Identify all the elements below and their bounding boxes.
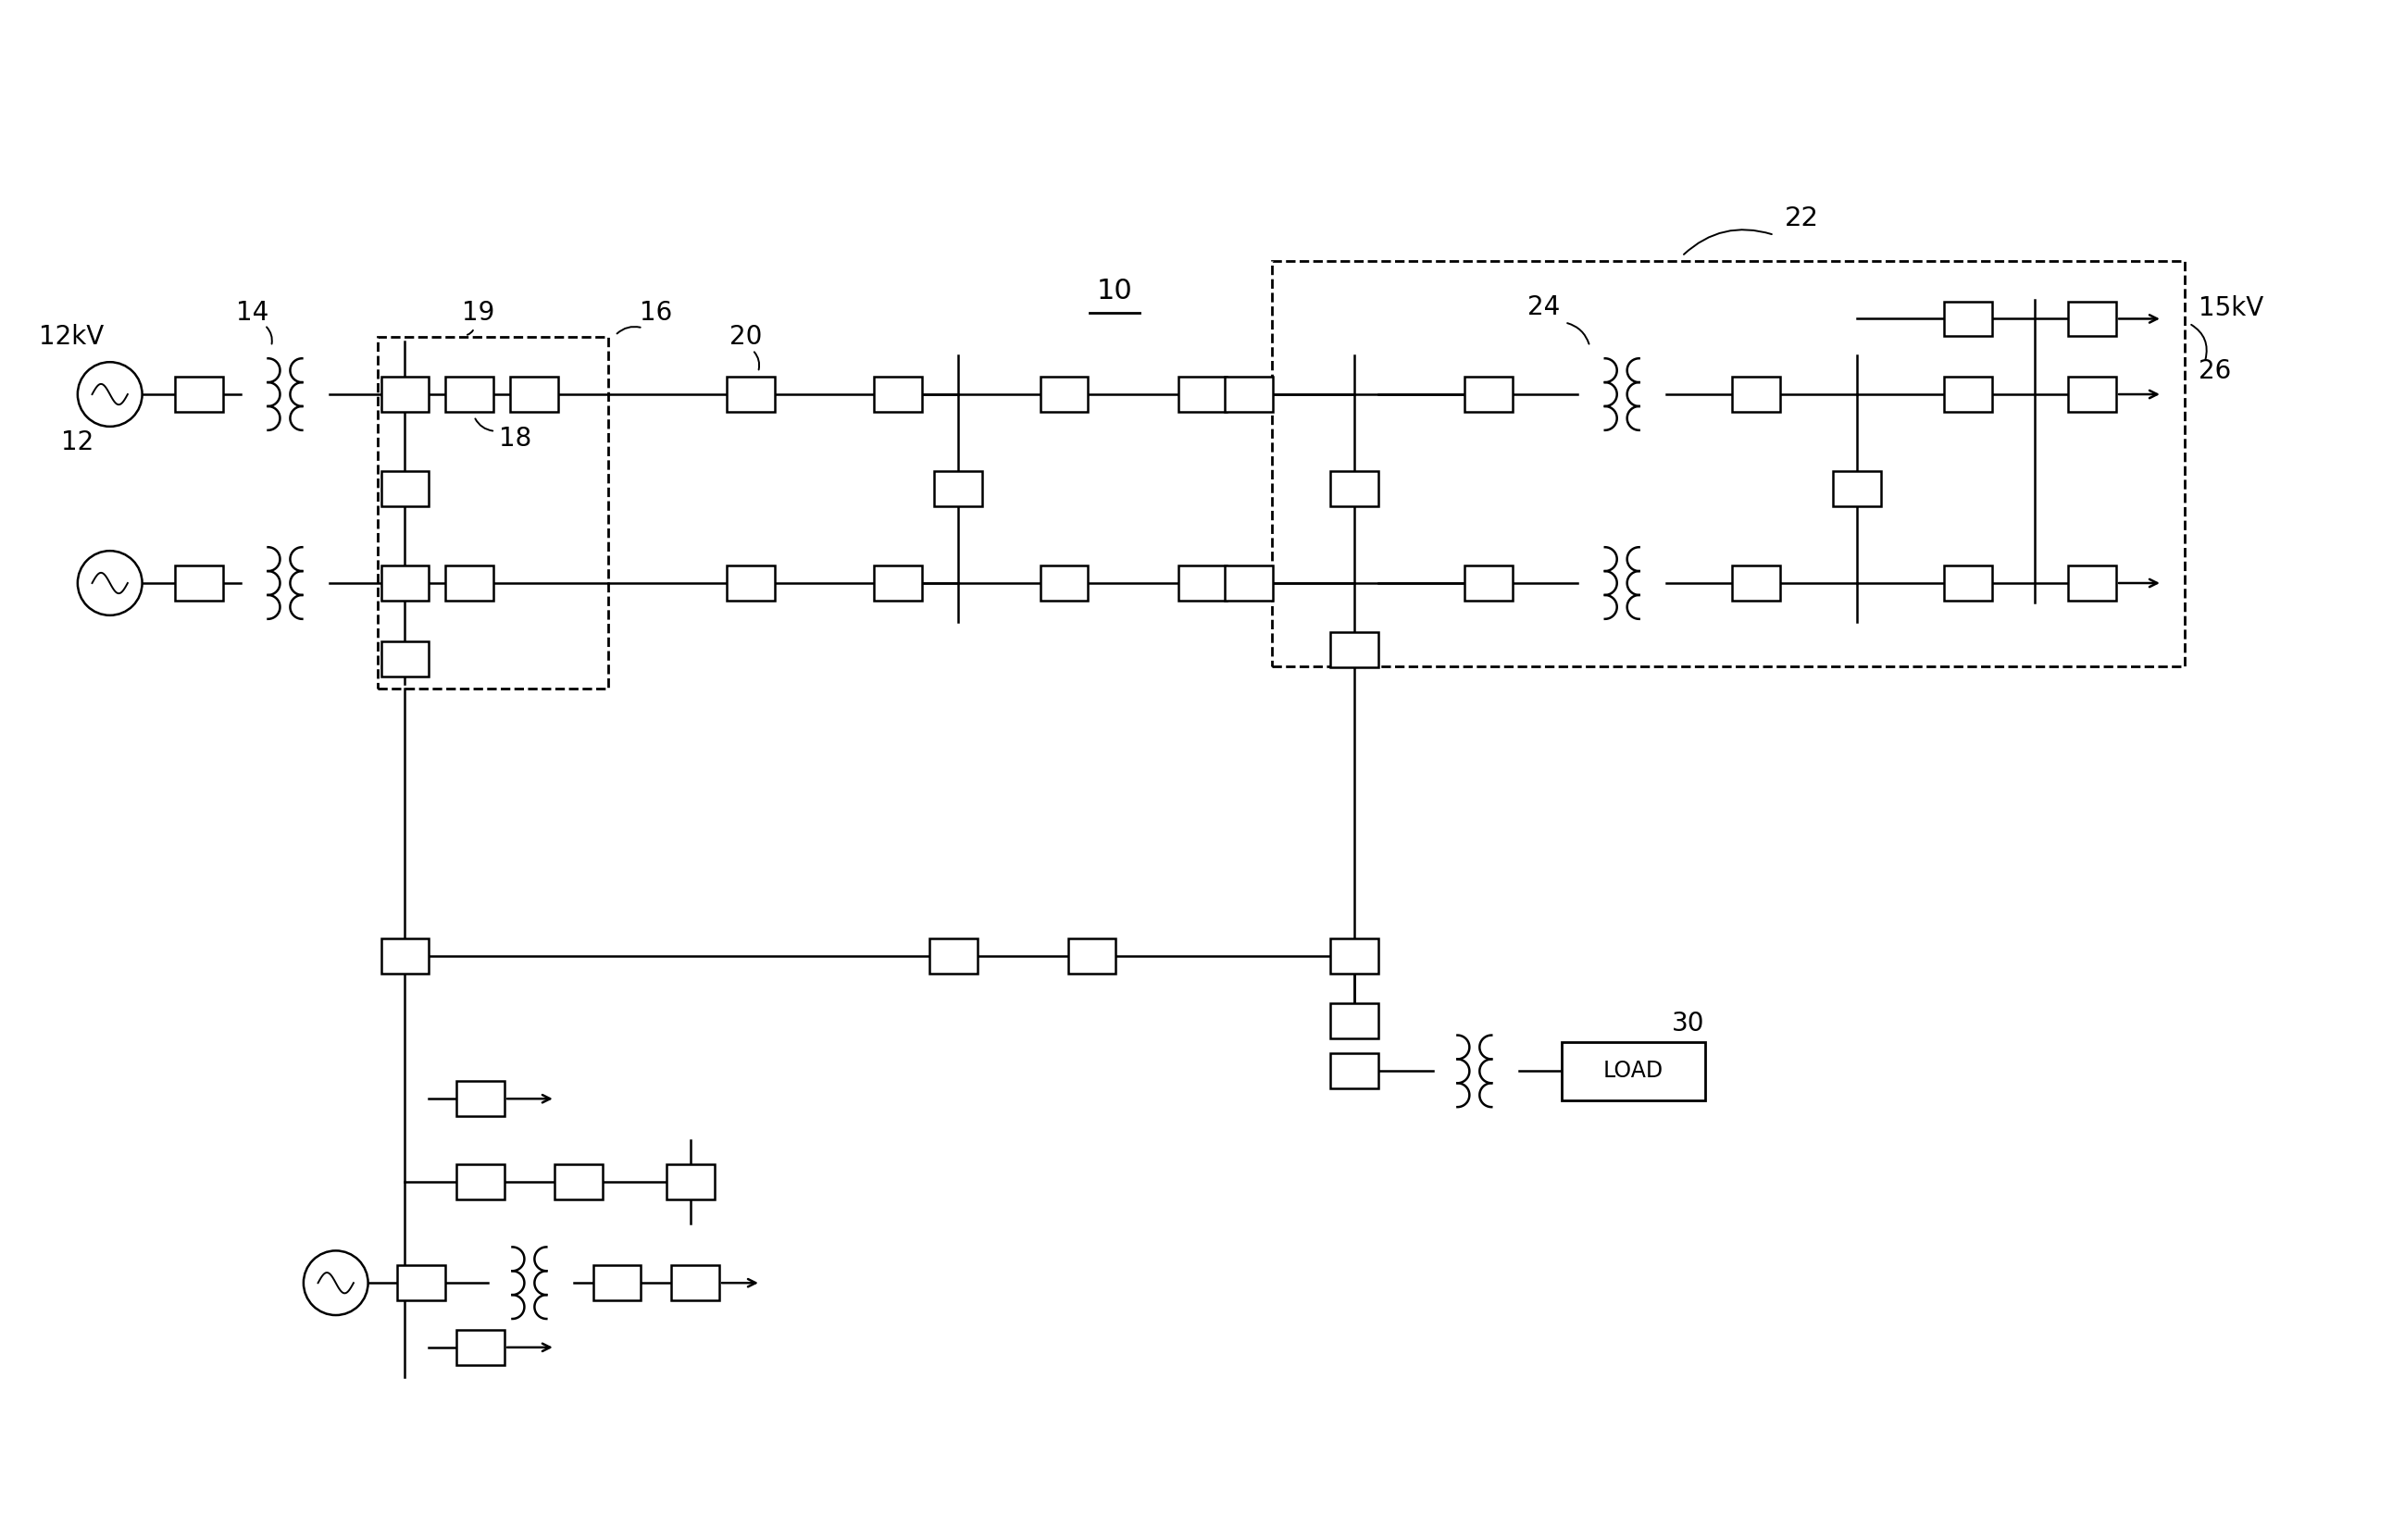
Bar xyxy=(378,337,608,688)
Bar xyxy=(457,1081,505,1116)
Circle shape xyxy=(77,362,142,427)
Bar xyxy=(1330,471,1378,507)
Bar xyxy=(380,377,428,411)
Bar xyxy=(875,377,921,411)
Bar xyxy=(1178,565,1227,601)
Bar xyxy=(1041,565,1087,601)
Bar xyxy=(1833,471,1881,507)
Text: 20: 20 xyxy=(729,325,762,350)
Bar xyxy=(380,641,428,676)
Bar xyxy=(1330,1003,1378,1038)
Text: 16: 16 xyxy=(640,300,671,326)
Bar xyxy=(875,565,921,601)
Bar xyxy=(1068,938,1116,973)
Bar xyxy=(1732,565,1780,601)
Bar xyxy=(1732,377,1780,411)
Bar xyxy=(594,1266,642,1300)
Text: LOAD: LOAD xyxy=(1604,1060,1664,1083)
Bar xyxy=(380,565,428,601)
Bar xyxy=(553,1164,601,1200)
Text: 19: 19 xyxy=(462,300,495,326)
Bar xyxy=(1943,377,1991,411)
Bar xyxy=(931,938,976,973)
Bar xyxy=(1330,938,1378,973)
Bar xyxy=(176,565,224,601)
Bar xyxy=(1465,565,1513,601)
Bar xyxy=(445,377,493,411)
Bar xyxy=(933,471,981,507)
Bar xyxy=(457,1164,505,1200)
Bar xyxy=(1330,631,1378,667)
Text: 26: 26 xyxy=(2198,359,2232,385)
Text: 30: 30 xyxy=(1671,1010,1705,1036)
Bar xyxy=(1563,1041,1705,1101)
Bar xyxy=(445,565,493,601)
Bar xyxy=(380,471,428,507)
Text: 10: 10 xyxy=(1097,277,1133,305)
Text: 12: 12 xyxy=(60,430,94,456)
Bar xyxy=(397,1266,445,1300)
Bar xyxy=(1178,377,1227,411)
Bar xyxy=(726,377,774,411)
Bar xyxy=(510,377,558,411)
Text: 14: 14 xyxy=(236,300,269,326)
Circle shape xyxy=(303,1250,368,1315)
Bar xyxy=(1041,377,1087,411)
Text: 24: 24 xyxy=(1527,294,1561,320)
Bar xyxy=(2068,302,2116,336)
Bar xyxy=(380,938,428,973)
Bar xyxy=(2068,377,2116,411)
Bar xyxy=(1943,565,1991,601)
Bar xyxy=(2068,565,2116,601)
Text: 22: 22 xyxy=(1785,205,1818,231)
Bar xyxy=(666,1164,714,1200)
Bar xyxy=(1330,1053,1378,1089)
Bar xyxy=(671,1266,719,1300)
Bar xyxy=(1943,302,1991,336)
Bar xyxy=(1272,260,2184,665)
Text: 15kV: 15kV xyxy=(2198,294,2263,320)
Bar xyxy=(1224,565,1272,601)
Circle shape xyxy=(77,551,142,616)
Text: 18: 18 xyxy=(498,425,532,451)
Bar xyxy=(1465,377,1513,411)
Text: 12kV: 12kV xyxy=(38,325,103,350)
Bar xyxy=(176,377,224,411)
Bar xyxy=(457,1331,505,1364)
Bar xyxy=(1224,377,1272,411)
Bar xyxy=(726,565,774,601)
